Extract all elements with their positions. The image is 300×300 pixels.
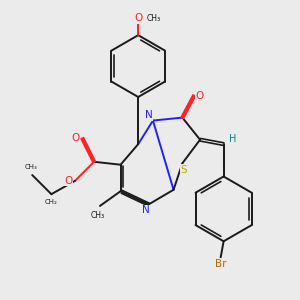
- Text: O: O: [72, 133, 80, 143]
- Text: Br: Br: [215, 259, 226, 269]
- Text: CH₃: CH₃: [24, 164, 37, 170]
- Text: N: N: [145, 110, 152, 120]
- Text: CH₃: CH₃: [91, 211, 105, 220]
- Text: O: O: [64, 176, 73, 186]
- Text: H: H: [229, 134, 236, 144]
- Text: O: O: [134, 14, 142, 23]
- Text: CH₃: CH₃: [147, 14, 161, 23]
- Text: O: O: [195, 91, 204, 100]
- Text: CH₂: CH₂: [45, 200, 58, 206]
- Text: N: N: [142, 206, 150, 215]
- Text: S: S: [181, 165, 187, 175]
